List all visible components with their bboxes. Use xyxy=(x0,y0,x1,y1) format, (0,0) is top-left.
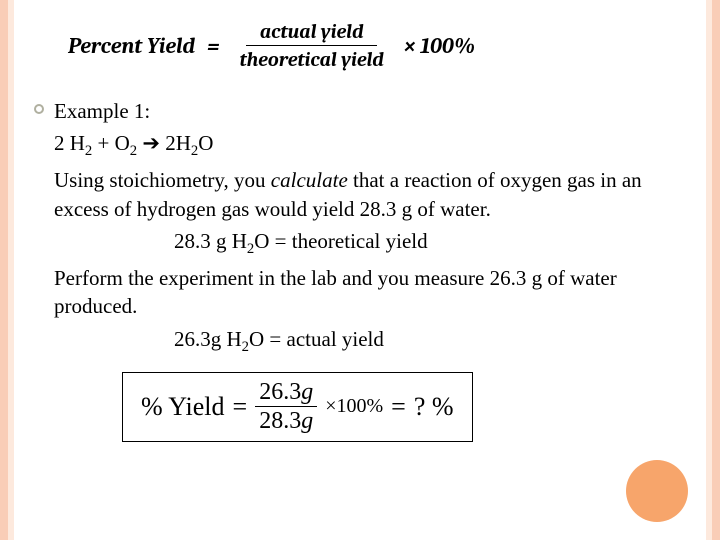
formula-denominator: theoretical yield xyxy=(232,46,392,71)
accent-circle-icon xyxy=(626,460,688,522)
left-outer-stripe xyxy=(0,0,8,540)
formula-lhs: Percent Yield xyxy=(68,33,195,59)
chemical-equation: 2 H2 + O2 ➔ 2H2O xyxy=(54,129,680,162)
calc-result: ? % xyxy=(414,392,454,422)
calc-denominator: 28.3g xyxy=(255,407,317,434)
formula-numerator: actual yield xyxy=(246,20,378,46)
calc-times: ×100% xyxy=(325,395,383,418)
percent-yield-calculation: % Yield = 26.3g 28.3g ×100% = ? % xyxy=(122,372,473,442)
right-outer-stripe xyxy=(712,0,720,540)
example-block: Example 1: 2 H2 + O2 ➔ 2H2O Using stoich… xyxy=(40,97,680,358)
left-inner-stripe xyxy=(8,0,14,540)
actual-yield-line: 26.3g H2O = actual yield xyxy=(174,325,680,358)
formula-equals: = xyxy=(207,33,220,59)
calc-eq2: = xyxy=(391,392,406,422)
calc-fraction: 26.3g 28.3g xyxy=(255,379,317,435)
theoretical-yield-line: 28.3 g H2O = theoretical yield xyxy=(174,227,680,260)
slide-content: Percent Yield = actual yield theoretical… xyxy=(40,20,680,442)
calc-numerator: 26.3g xyxy=(255,379,317,407)
formula-fraction: actual yield theoretical yield xyxy=(232,20,392,71)
calc-lhs: % Yield xyxy=(141,392,225,422)
percent-yield-formula: Percent Yield = actual yield theoretical… xyxy=(68,20,680,71)
calc-eq1: = xyxy=(233,392,248,422)
bullet-icon xyxy=(34,104,44,114)
formula-times: × 100% xyxy=(404,33,475,59)
example-body: Example 1: 2 H2 + O2 ➔ 2H2O Using stoich… xyxy=(54,97,680,358)
example-title: Example 1: xyxy=(54,97,680,125)
right-inner-stripe xyxy=(706,0,712,540)
paragraph-2: Perform the experiment in the lab and yo… xyxy=(54,264,680,321)
list-item: Example 1: 2 H2 + O2 ➔ 2H2O Using stoich… xyxy=(40,97,680,358)
paragraph-1: Using stoichiometry, you calculate that … xyxy=(54,166,680,223)
